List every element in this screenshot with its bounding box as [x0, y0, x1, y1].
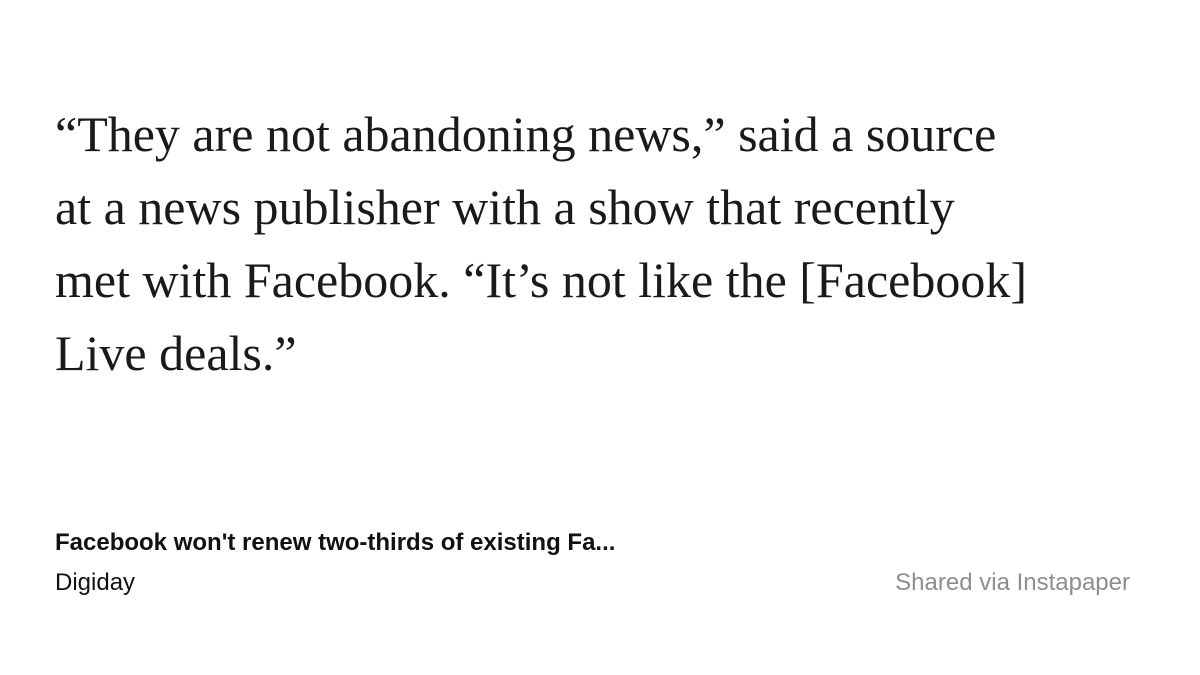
- shared-via-label: Shared via Instapaper: [895, 569, 1130, 596]
- quote-line: “They are not abandoning news,” said a s…: [55, 106, 997, 162]
- article-source: Digiday: [55, 569, 136, 596]
- highlighted-quote: “They are not abandoning news,” said a s…: [55, 98, 1165, 390]
- quote-line: met with Facebook. “It’s not like the [F…: [55, 252, 1027, 308]
- article-title[interactable]: Facebook won't renew two-thirds of exist…: [55, 529, 616, 556]
- quote-line: at a news publisher with a show that rec…: [55, 179, 955, 235]
- quote-line: Live deals.”: [55, 325, 297, 381]
